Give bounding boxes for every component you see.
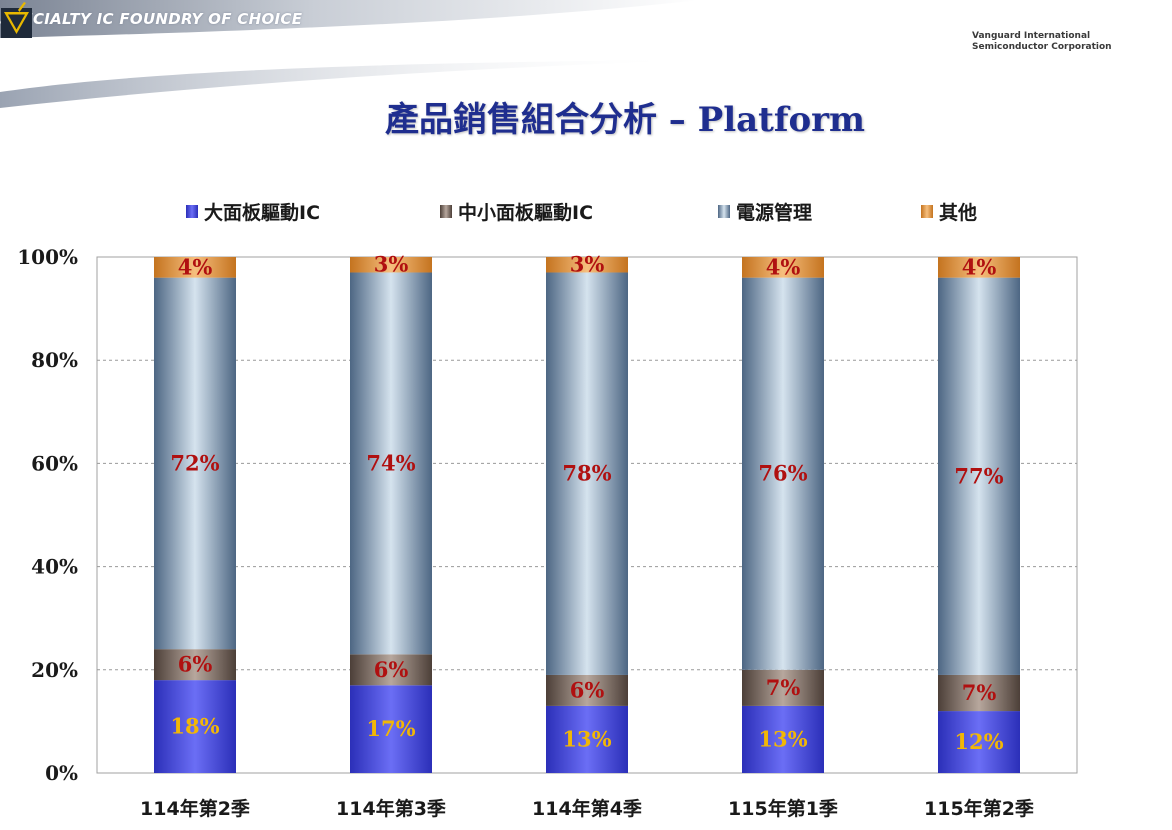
legend-label: 電源管理 bbox=[736, 201, 812, 224]
y-tick-label: 0% bbox=[45, 761, 78, 785]
bar-segment bbox=[546, 674, 628, 706]
bar-segment bbox=[938, 674, 1020, 712]
bar-segment bbox=[350, 257, 432, 273]
bar-segment bbox=[742, 277, 824, 670]
company-name-line2: Semiconductor Corporation bbox=[972, 42, 1112, 52]
data-label: 4% bbox=[962, 254, 997, 279]
bar-segment bbox=[546, 705, 628, 773]
x-tick-label: 114年第2季 bbox=[140, 797, 250, 820]
data-label: 6% bbox=[178, 652, 213, 677]
legend-label: 中小面板驅動IC bbox=[458, 201, 593, 224]
legend-swatch bbox=[440, 205, 452, 218]
company-name-line1: Vanguard International bbox=[972, 31, 1091, 41]
data-label: 17% bbox=[366, 716, 415, 741]
legend-label: 大面板驅動IC bbox=[204, 201, 320, 224]
y-tick-label: 40% bbox=[31, 555, 78, 579]
data-label: 18% bbox=[170, 714, 219, 739]
bar-segment bbox=[154, 277, 236, 650]
company-name: Vanguard International Semiconductor Cor… bbox=[972, 31, 1122, 53]
bar-segment bbox=[154, 649, 236, 681]
data-label: 7% bbox=[962, 680, 997, 705]
y-tick-label: 60% bbox=[31, 451, 78, 475]
x-tick-label: 115年第2季 bbox=[924, 797, 1034, 820]
legend-swatch bbox=[718, 205, 730, 218]
vis-triangle-check-logo-icon bbox=[1, 2, 32, 38]
bar-segment bbox=[742, 705, 824, 773]
bar-segment bbox=[546, 257, 628, 273]
data-label: 72% bbox=[170, 450, 219, 475]
y-tick-label: 80% bbox=[31, 348, 78, 372]
y-tick-label: 20% bbox=[31, 658, 78, 682]
tagline: SPECIALTY IC FOUNDRY OF CHOICE bbox=[0, 10, 303, 28]
bar-segment bbox=[350, 272, 432, 655]
data-label: 76% bbox=[758, 461, 807, 486]
header-swoosh bbox=[0, 0, 700, 108]
slide-header: SPECIALTY IC FOUNDRY OF CHOICE Vanguard … bbox=[0, 0, 1172, 110]
data-label: 78% bbox=[562, 461, 611, 486]
data-label: 7% bbox=[766, 675, 801, 700]
bar-segment bbox=[546, 272, 628, 675]
page-title: 產品銷售組合分析 – Platform bbox=[384, 100, 866, 140]
data-label: 13% bbox=[562, 726, 611, 751]
data-label: 3% bbox=[570, 252, 605, 277]
data-label: 13% bbox=[758, 726, 807, 751]
data-label: 4% bbox=[766, 254, 801, 279]
data-label: 4% bbox=[178, 254, 213, 279]
bar-segment bbox=[350, 685, 432, 773]
legend-label: 其他 bbox=[939, 201, 977, 224]
legend-swatch bbox=[186, 205, 198, 218]
data-label: 6% bbox=[374, 657, 409, 682]
x-tick-label: 114年第3季 bbox=[336, 797, 446, 820]
data-label: 77% bbox=[954, 463, 1003, 488]
data-label: 6% bbox=[570, 677, 605, 702]
bar-segment bbox=[742, 257, 824, 278]
bar-segment bbox=[154, 257, 236, 278]
bar-segment bbox=[938, 711, 1020, 773]
bar-segment bbox=[938, 277, 1020, 675]
data-label: 12% bbox=[954, 729, 1003, 754]
data-label: 74% bbox=[366, 450, 415, 475]
x-tick-label: 114年第4季 bbox=[532, 797, 642, 820]
bar-segment bbox=[154, 680, 236, 773]
legend-swatch bbox=[921, 205, 933, 218]
y-tick-label: 100% bbox=[17, 245, 78, 269]
x-tick-label: 115年第1季 bbox=[728, 797, 838, 820]
data-label: 3% bbox=[374, 252, 409, 277]
bar-segment bbox=[938, 257, 1020, 278]
bar-segment bbox=[350, 654, 432, 686]
bar-segment bbox=[742, 669, 824, 706]
